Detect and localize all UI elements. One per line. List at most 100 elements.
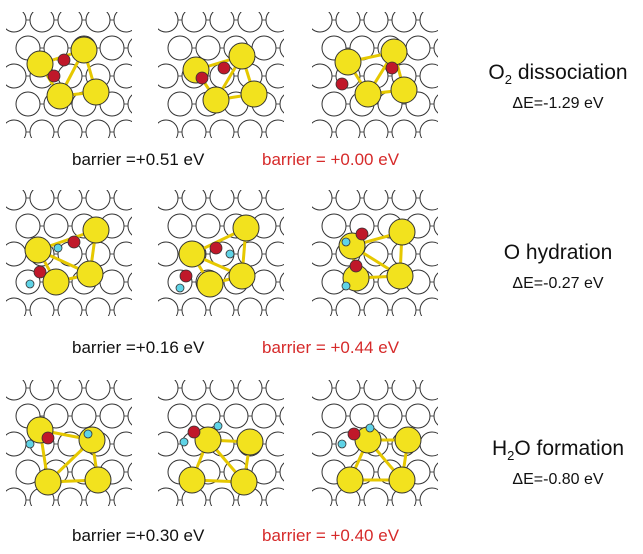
structure-panel-r2-final [312,190,438,316]
substrate-atom [57,487,83,506]
substrate-atom [6,119,27,138]
barrier-r2-step1: barrier =+0.16 eV [72,338,205,357]
substrate-atom [237,12,263,33]
substrate-atom [158,487,179,506]
substrate-atom [167,91,193,117]
substrate-atom [391,12,417,33]
cluster-atom [336,466,364,494]
substrate-atom [265,119,284,138]
cluster-atom [354,80,382,108]
structure-panel-r1-final [312,12,438,138]
structure-panel-r2-initial [6,190,132,316]
hydrogen-atom [175,283,185,293]
substrate-atom [419,12,438,33]
cluster-atom [78,426,106,454]
substrate-atom [391,380,417,401]
cluster-atom [178,466,206,494]
cluster-atom [194,426,222,454]
substrate-atom [15,213,41,239]
substrate-atom [265,241,284,267]
substrate-atom [391,241,417,267]
hydrogen-atom [341,281,351,291]
barrier-r1-step2: barrier = +0.00 eV [262,150,400,169]
substrate-atom [127,94,132,114]
substrate-atom [85,119,111,138]
substrate-atom [321,403,347,429]
substrate-atom [6,63,27,89]
oxygen-atom [385,61,399,75]
substrate-atom [29,119,55,138]
substrate-atom [363,380,389,401]
cluster-atom [26,50,54,78]
substrate-atom [335,119,361,138]
substrate-atom [57,380,83,401]
substrate-atom [195,35,221,61]
substrate-atom [237,119,263,138]
cluster-atom [82,78,110,106]
substrate-atom [209,380,235,401]
substrate-atom [85,190,111,211]
oxygen-atom [209,241,223,255]
cluster-atom [380,38,408,66]
substrate-atom [363,297,389,316]
substrate-atom [167,403,193,429]
oxygen-atom [41,431,55,445]
substrate-atom [419,190,438,211]
hydrogen-atom [25,439,35,449]
substrate-atom [279,406,284,426]
substrate-atom [113,190,132,211]
substrate-atom [335,297,361,316]
cluster-atom [178,240,206,268]
reaction-title-r3: H2O formation [491,437,625,464]
substrate-atom [209,119,235,138]
substrate-atom [127,216,132,236]
substrate-atom [237,190,263,211]
substrate-atom [405,35,431,61]
oxygen-atom [179,269,193,283]
substrate-atom [181,12,207,33]
substrate-atom [279,38,284,58]
structure-panel-r1-initial [6,12,132,138]
substrate-atom [209,297,235,316]
substrate-atom [363,190,389,211]
substrate-atom [181,297,207,316]
substrate-atom [209,487,235,506]
barrier-r3-step1: barrier =+0.30 eV [72,526,205,545]
hydrogen-atom [213,421,223,431]
structure-panel-r3-initial [6,380,132,506]
cluster-atom [236,428,264,456]
substrate-atom [127,38,132,58]
substrate-atom [85,297,111,316]
substrate-atom [377,403,403,429]
oxygen-atom [57,53,71,67]
delta-e-r2: ΔE=-0.27 eV [512,275,604,293]
substrate-atom [251,403,277,429]
substrate-atom [167,213,193,239]
substrate-atom [265,12,284,33]
oxygen-atom [335,77,349,91]
cluster-atom [196,270,224,298]
substrate-atom [113,487,132,506]
substrate-atom [15,91,41,117]
oxygen-atom [67,235,81,249]
substrate-atom [312,12,333,33]
cluster-atom [388,466,416,494]
substrate-atom [158,431,179,457]
substrate-atom [43,213,69,239]
cluster-atom [34,468,62,496]
substrate-atom [158,119,179,138]
substrate-atom [312,241,333,267]
substrate-atom [279,216,284,236]
cluster-atom [82,216,110,244]
barrier-r1-step1: barrier =+0.51 eV [72,150,205,169]
substrate-atom [113,63,132,89]
substrate-atom [29,190,55,211]
substrate-atom [85,380,111,401]
reaction-label-r3: H2O formation ΔE=-0.80 eV [458,436,643,491]
substrate-atom [335,380,361,401]
substrate-atom [158,190,179,211]
substrate-atom [335,12,361,33]
substrate-atom [312,380,333,401]
substrate-atom [419,241,438,267]
hydrogen-atom [341,237,351,247]
